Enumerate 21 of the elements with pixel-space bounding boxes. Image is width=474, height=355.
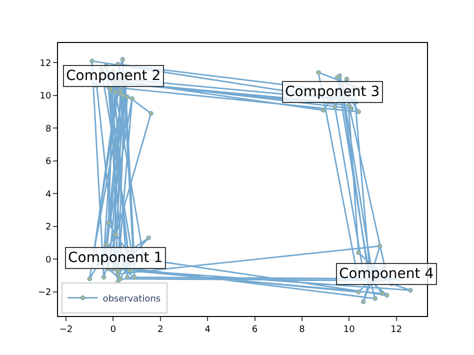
annotation: Component 2 xyxy=(66,68,161,84)
annotation: Component 1 xyxy=(68,250,163,266)
x-tick-label: 6 xyxy=(252,324,258,335)
x-tick-label: 0 xyxy=(110,324,116,335)
x-tick-label: 8 xyxy=(299,324,306,335)
annotation: Component 4 xyxy=(339,266,434,282)
y-tick-label: 2 xyxy=(45,222,52,233)
x-tick-label: 12 xyxy=(390,324,402,335)
y-tick-label: 6 xyxy=(45,157,52,168)
x-tick-label: 4 xyxy=(204,324,211,335)
y-tick-label: 0 xyxy=(45,255,52,266)
y-tick-label: −2 xyxy=(38,288,52,298)
y-tick-label: 12 xyxy=(40,58,52,69)
legend-label: observations xyxy=(102,294,161,304)
annotation: Component 3 xyxy=(285,84,380,100)
y-tick-label: 8 xyxy=(45,124,52,134)
y-tick-label: 10 xyxy=(40,92,52,102)
x-tick-label: −2 xyxy=(59,324,73,335)
y-tick-label: 4 xyxy=(45,190,52,200)
x-tick-label: 10 xyxy=(343,324,356,335)
x-tick-label: 2 xyxy=(158,324,164,335)
